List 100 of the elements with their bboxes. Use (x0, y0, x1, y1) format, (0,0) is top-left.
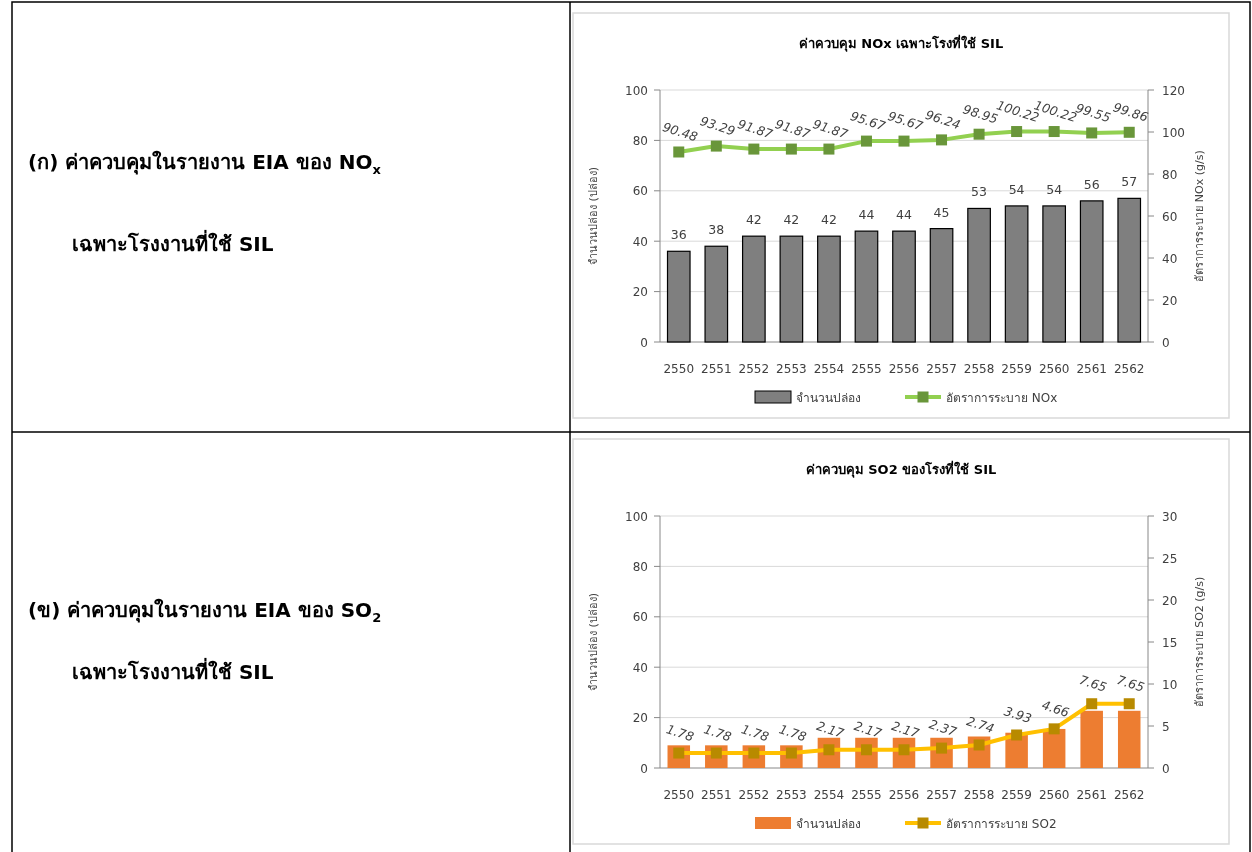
data-label: 1.78 (702, 721, 734, 745)
data-label: 45 (933, 204, 950, 220)
x-tick-label: 2556 (888, 788, 920, 802)
y2-tick-label: 20 (1162, 293, 1178, 308)
x-tick-label: 2552 (738, 788, 770, 802)
y-axis-title: จำนวนปล่อง (ปล่อง) (587, 592, 600, 692)
x-tick-label: 2560 (1038, 788, 1070, 802)
y2-axis-title: อัตราการระบาย NOx (g/s) (1193, 150, 1206, 282)
x-tick-label: 2560 (1038, 362, 1070, 376)
x-tick-label: 2554 (813, 362, 845, 376)
data-label: 54 (1008, 181, 1025, 197)
data-label: 1.78 (777, 721, 809, 745)
y2-tick-label: 10 (1162, 677, 1178, 692)
y-tick-label: 100 (625, 83, 648, 98)
x-tick-label: 2557 (926, 788, 957, 802)
x-tick-label: 2562 (1113, 788, 1145, 802)
y-tick-label: 0 (640, 761, 648, 776)
data-label: 7.65 (1077, 672, 1109, 695)
x-tick-label: 2554 (813, 788, 845, 802)
data-label: 53 (971, 184, 988, 200)
data-label: 42 (745, 212, 762, 228)
data-label: 2.74 (964, 713, 997, 737)
x-tick-label: 2562 (1113, 362, 1145, 376)
data-label: 44 (858, 207, 875, 223)
x-tick-label: 2550 (663, 362, 695, 376)
data-label: 90.48 (660, 119, 700, 145)
y-tick-label: 20 (632, 711, 648, 726)
bar (1117, 710, 1141, 768)
x-tick-label: 2552 (738, 362, 770, 376)
x-tick-label: 2550 (663, 788, 695, 802)
data-label: 42 (820, 212, 837, 228)
text: เฉพาะโรงงานที่ใช้ SIL (72, 232, 274, 256)
data-label: 56 (1083, 176, 1100, 192)
data-label: 95.67 (886, 108, 925, 134)
bar (1080, 710, 1103, 768)
y-tick-label: 0 (640, 335, 648, 350)
x-tick-label: 2553 (776, 362, 807, 376)
y-tick-label: 80 (632, 133, 648, 148)
y2-tick-label: 5 (1162, 719, 1170, 734)
y-tick-label: 60 (632, 184, 648, 199)
data-label: 99.86 (1111, 99, 1150, 125)
legend-label: อัตราการระบาย SO2 (946, 816, 1057, 831)
x-tick-label: 2551 (701, 788, 732, 802)
x-tick-label: 2551 (701, 362, 732, 376)
data-label: 7.65 (1115, 672, 1147, 695)
x-tick-label: 2553 (776, 788, 807, 802)
y2-tick-label: 20 (1162, 593, 1178, 608)
data-label: 42 (783, 212, 800, 228)
data-label: 1.78 (739, 721, 771, 745)
y2-tick-label: 0 (1162, 761, 1170, 776)
x-tick-label: 2561 (1076, 362, 1107, 376)
data-label: 44 (896, 207, 912, 223)
y-axis-title: จำนวนปล่อง (ปล่อง) (587, 166, 600, 266)
data-label: 38 (708, 222, 725, 238)
y2-tick-label: 30 (1162, 509, 1178, 524)
data-label: 1.78 (664, 721, 696, 745)
chart-title: ค่าควบคุม SO2 ของโรงที่ใช้ SIL (805, 460, 997, 478)
y2-tick-label: 60 (1162, 209, 1178, 224)
data-label: 36 (670, 227, 687, 243)
x-tick-label: 2555 (851, 788, 882, 802)
text: (ข) ค่าควบคุมในรายงาน EIA ของ SO$_{2}$ (28, 598, 382, 627)
x-tick-label: 2558 (963, 362, 995, 376)
data-label: 2.37 (927, 716, 959, 740)
text: เฉพาะโรงงานที่ใช้ SIL (72, 660, 274, 684)
y-tick-label: 100 (625, 509, 648, 524)
y2-tick-label: 40 (1162, 251, 1178, 266)
y2-tick-label: 120 (1162, 83, 1185, 98)
x-tick-label: 2559 (1001, 362, 1032, 376)
x-tick-label: 2559 (1001, 788, 1032, 802)
y-tick-label: 80 (632, 559, 648, 574)
legend-label: อัตราการระบาย NOx (946, 390, 1058, 405)
y2-tick-label: 0 (1162, 335, 1170, 350)
data-label: 93.29 (698, 113, 738, 139)
x-tick-label: 2556 (888, 362, 920, 376)
y-tick-label: 40 (632, 234, 648, 249)
legend-label: จำนวนปล่อง (796, 816, 861, 831)
data-label: 96.24 (923, 106, 963, 133)
data-label: 91.87 (735, 116, 775, 142)
text: (ก) ค่าควบคุมในรายงาน EIA ของ NO$_{x}$ (28, 150, 381, 179)
y-tick-label: 40 (632, 660, 648, 675)
data-label: 95.67 (848, 108, 888, 134)
legend-label: จำนวนปล่อง (796, 390, 861, 405)
y2-tick-label: 80 (1162, 167, 1178, 182)
data-label: 2.17 (889, 718, 921, 741)
data-label: 3.93 (1002, 703, 1034, 727)
y2-tick-label: 25 (1162, 551, 1178, 566)
data-label: 2.17 (852, 718, 884, 741)
data-label: 2.17 (814, 718, 846, 741)
data-label: 91.87 (773, 116, 813, 142)
y2-axis-title: อัตราการระบาย SO2 (g/s) (1193, 576, 1206, 708)
y-tick-label: 60 (632, 610, 648, 625)
data-label: 57 (1121, 174, 1138, 190)
y2-tick-label: 100 (1162, 125, 1185, 140)
data-label: 4.66 (1039, 697, 1072, 721)
y2-tick-label: 15 (1162, 635, 1178, 650)
x-tick-label: 2557 (926, 362, 957, 376)
data-label: 54 (1046, 181, 1063, 197)
data-label: 91.87 (810, 116, 850, 142)
y-tick-label: 20 (632, 285, 648, 300)
x-tick-label: 2561 (1076, 788, 1107, 802)
